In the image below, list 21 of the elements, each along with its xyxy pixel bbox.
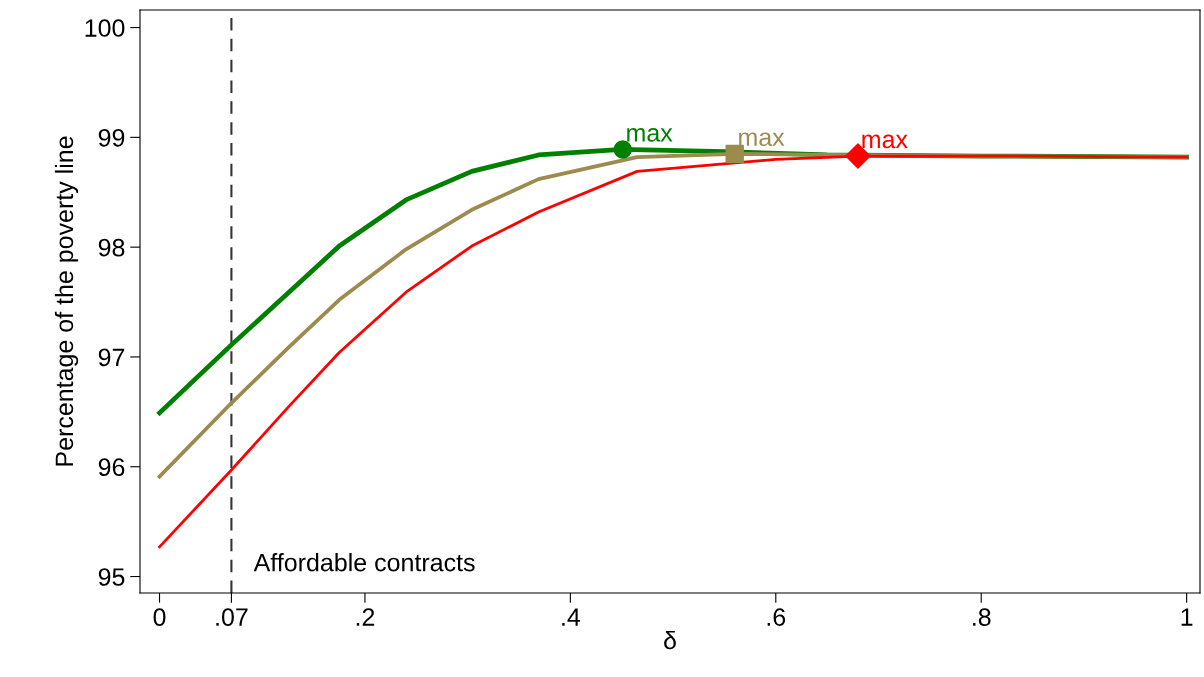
y-tick-label: 97 xyxy=(98,348,125,367)
x-tick-label: 1 xyxy=(1181,608,1193,626)
x-tick-label: .2 xyxy=(356,608,375,626)
x-tick-label: .8 xyxy=(973,608,991,626)
x-axis-title: δ xyxy=(664,630,676,650)
x-tick-label: .6 xyxy=(767,608,786,626)
y-tick-label: 99 xyxy=(98,128,125,147)
x-tick-label: .07 xyxy=(216,608,248,626)
ref-line-label: Affordable contracts xyxy=(253,553,475,572)
annotation: max xyxy=(627,128,673,142)
y-tick-label: 100 xyxy=(85,19,125,37)
x-tick-label: 0 xyxy=(153,608,166,626)
annotation: max xyxy=(739,132,785,147)
y-axis-title: Percentage of the poverty line xyxy=(54,136,79,466)
y-tick-label: 98 xyxy=(98,238,125,257)
y-tick-label: 96 xyxy=(98,458,125,477)
point xyxy=(613,140,632,159)
x-tick-label: .4 xyxy=(562,608,581,626)
annotation: max xyxy=(862,134,908,149)
point xyxy=(725,144,744,164)
y-tick-label: 95 xyxy=(98,568,125,586)
